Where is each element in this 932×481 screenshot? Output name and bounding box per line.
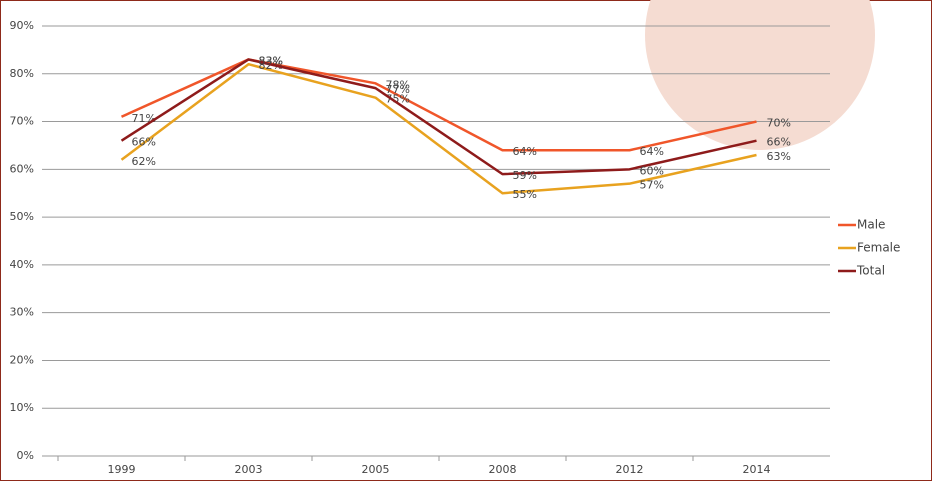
data-label: 66% (132, 136, 156, 149)
data-label: 64% (640, 145, 664, 158)
y-tick-label: 10% (10, 401, 34, 414)
data-label: 57% (640, 179, 664, 192)
x-tick-label: 2012 (616, 463, 644, 476)
y-tick-label: 30% (10, 306, 34, 319)
x-tick-label: 2008 (489, 463, 517, 476)
y-tick-label: 40% (10, 258, 34, 271)
data-label: 64% (513, 145, 537, 158)
y-tick-label: 90% (10, 19, 34, 32)
x-tick-label: 2005 (362, 463, 390, 476)
data-label: 63% (767, 150, 791, 163)
data-label: 71% (132, 112, 156, 125)
x-tick-label: 2003 (235, 463, 263, 476)
data-label: 70% (767, 117, 791, 130)
x-tick-label: 2014 (743, 463, 771, 476)
data-label: 62% (132, 155, 156, 168)
legend-label: Male (857, 218, 885, 232)
y-tick-label: 0% (17, 449, 34, 462)
data-label: 55% (513, 188, 537, 201)
y-tick-label: 20% (10, 353, 34, 366)
y-tick-label: 80% (10, 67, 34, 80)
y-tick-label: 70% (10, 115, 34, 128)
data-label: 77% (386, 83, 410, 96)
legend-label: Total (856, 264, 885, 278)
data-label: 59% (513, 169, 537, 182)
data-label: 60% (640, 164, 664, 177)
data-label: 83% (259, 54, 283, 67)
data-label: 66% (767, 136, 791, 149)
chart: 0% 10% 20% 30% 40% 50% 60% 70% 80% 90% 1999 2003 200… (0, 0, 932, 481)
y-tick-label: 50% (10, 210, 34, 223)
x-tick-label: 1999 (108, 463, 136, 476)
y-tick-label: 60% (10, 162, 34, 175)
legend-label: Female (857, 241, 900, 255)
